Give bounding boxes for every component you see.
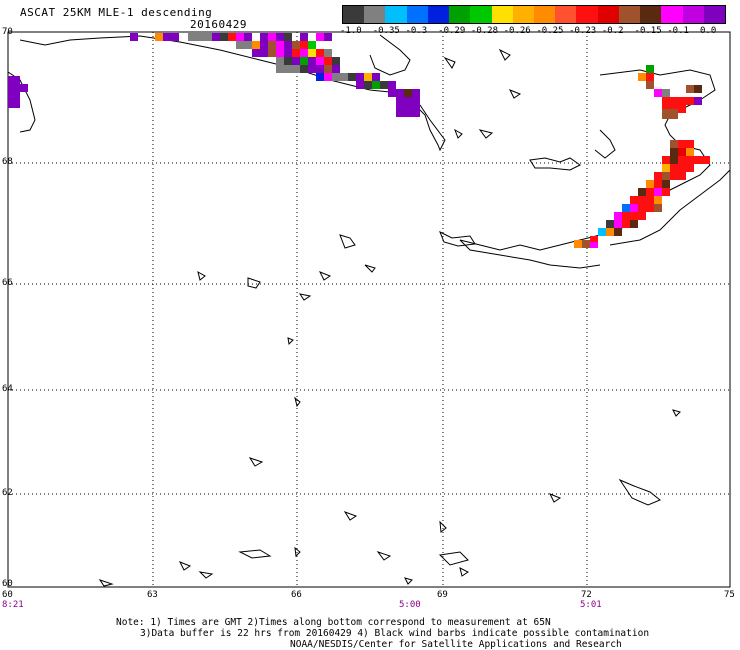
color-scale-label: -0.1 xyxy=(667,26,689,36)
lon-label-66: 66 xyxy=(291,590,302,600)
color-scale-label: -0.15 xyxy=(634,26,662,36)
data-pixels xyxy=(8,33,710,248)
color-scale-segment xyxy=(343,6,365,23)
lat-label-70: 70 xyxy=(2,27,13,37)
color-scale-segment xyxy=(533,6,556,23)
color-scale-label: 0.0 xyxy=(700,26,717,36)
lon-label-69: 69 xyxy=(437,590,448,600)
color-scale-segment xyxy=(682,6,704,23)
lat-label-64: 64 xyxy=(2,384,13,394)
color-scale-label: -1.0 xyxy=(340,26,362,36)
color-scale-segment xyxy=(640,6,662,23)
lat-label-60: 60 xyxy=(2,579,13,589)
color-scale-segment xyxy=(385,6,407,23)
map-frame xyxy=(7,31,731,588)
lon-label-72: 72 xyxy=(581,590,592,600)
color-scale-segment xyxy=(427,6,450,23)
product-date: 20160429 xyxy=(190,18,247,31)
color-scale-labels: -1.0 -0.35 -0.3 -0.29 -0.28 -0.26 -0.25 -0.23 -0… xyxy=(340,26,730,38)
footer-note-line1: Note: 1) Times are GMT 2)Times along bot… xyxy=(116,617,551,628)
color-scale-label: -0.28 xyxy=(470,26,498,36)
color-scale-segment xyxy=(597,6,619,23)
color-scale-segment xyxy=(555,6,577,23)
color-scale-segment xyxy=(512,6,534,23)
color-scale-label: -0.35 xyxy=(372,26,400,36)
color-scale-segment xyxy=(491,6,513,23)
color-scale-segment xyxy=(618,6,641,23)
time-label-left: 8:21 xyxy=(2,600,24,610)
footer-credit: NOAA/NESDIS/Center for Satellite Applica… xyxy=(290,639,622,650)
lon-label-63: 63 xyxy=(147,590,158,600)
footer-note-line2: 3)Data buffer is 22 hrs from 20160429 4)… xyxy=(140,628,650,639)
color-scale-segment xyxy=(364,6,386,23)
product-title: ASCAT 25KM MLE-1 descending xyxy=(20,6,213,19)
lon-label-60: 60 xyxy=(2,590,13,600)
color-scale-segment xyxy=(576,6,598,23)
color-scale-segment xyxy=(661,6,683,23)
color-scale-bar xyxy=(342,5,726,24)
lon-label-75: 75 xyxy=(724,590,735,600)
color-scale-label: -0.2 xyxy=(601,26,624,36)
color-scale-label: -0.3 xyxy=(405,26,428,36)
color-scale-label: -0.29 xyxy=(438,26,466,36)
color-scale-label: -0.23 xyxy=(569,26,597,36)
lat-label-66: 66 xyxy=(2,278,13,288)
coastline xyxy=(7,34,731,587)
lat-label-68: 68 xyxy=(2,157,13,167)
lat-label-62: 62 xyxy=(2,488,13,498)
color-scale-label: -0.26 xyxy=(503,26,531,36)
time-label-middle: 5:00 xyxy=(399,600,421,610)
color-scale-label: -0.25 xyxy=(536,26,564,36)
color-scale-segment xyxy=(406,6,428,23)
time-label-right: 5:01 xyxy=(580,600,602,610)
color-scale-segment xyxy=(703,6,725,23)
graticule xyxy=(8,32,730,587)
color-scale-segment xyxy=(470,6,492,23)
color-scale-segment xyxy=(449,6,471,23)
